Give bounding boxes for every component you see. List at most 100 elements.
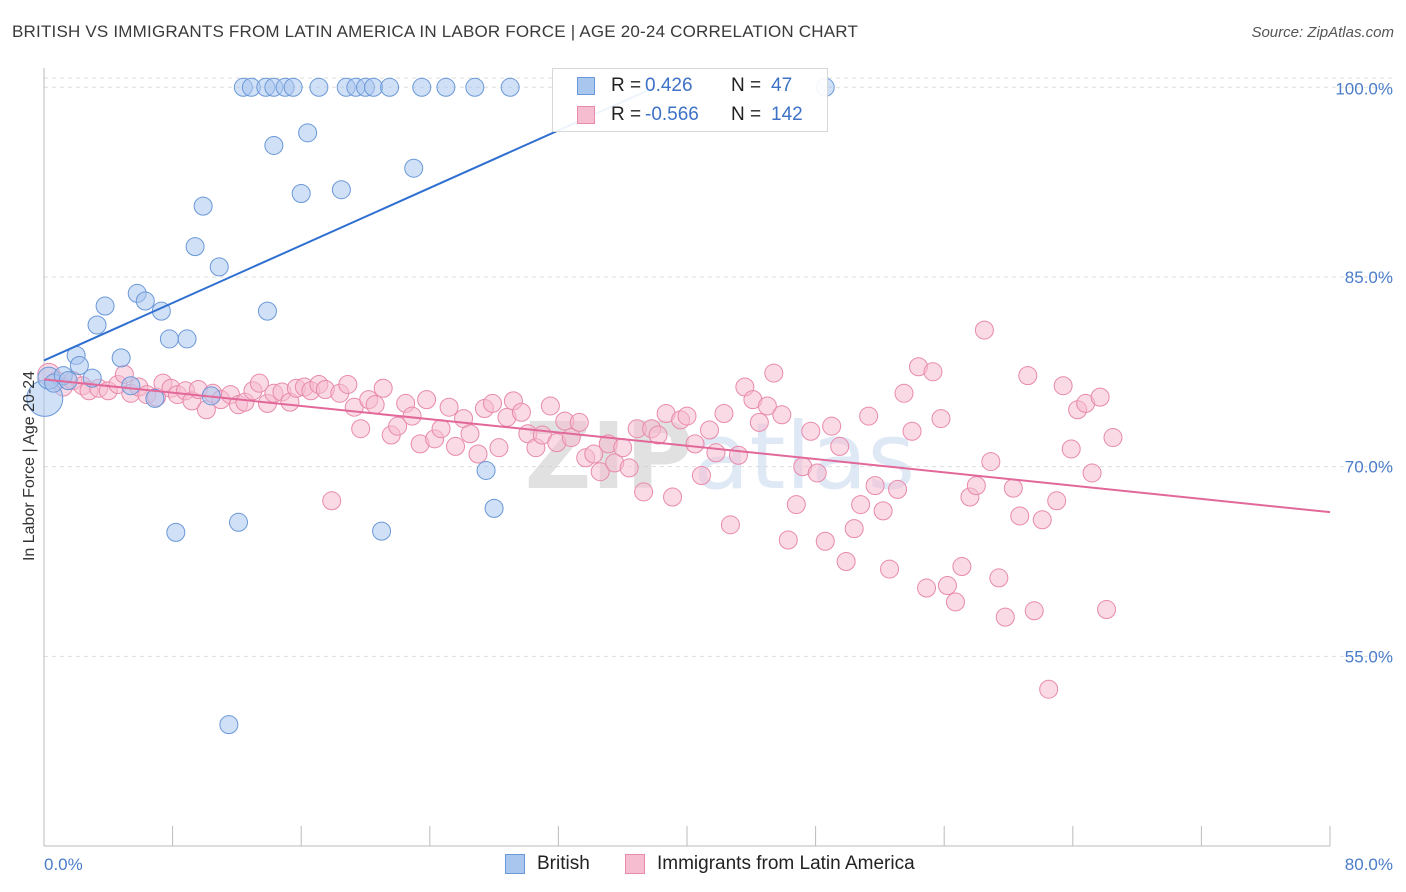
latin-point [685,434,705,454]
latin-point [1024,601,1044,621]
latin-point [873,501,893,521]
latin-swatch [577,106,595,124]
latin-point [468,444,488,464]
latin-point [989,568,1009,588]
latin-point [439,397,459,417]
latin-point [880,559,900,579]
latin-point [1097,600,1117,620]
latin-point [338,374,358,394]
n-value: 47 [771,75,793,96]
latin-point [917,578,937,598]
latin-point [634,482,654,502]
y-tick-label: 100.0% [1335,79,1393,98]
british-point [185,237,205,257]
british-point [159,329,179,349]
british-point [500,77,520,97]
latin-point [801,421,821,441]
series-legend: British Immigrants from Latin America [0,852,1406,878]
latin-point [431,419,451,439]
latin-point [830,436,850,456]
latin-point [700,420,720,440]
latin-point [844,519,864,539]
british-point [209,257,229,277]
british-points [26,77,835,735]
british-point [95,296,115,316]
latin-point [902,421,922,441]
british-point [69,355,89,375]
british-swatch [577,77,595,95]
n-value: 142 [771,104,803,125]
latin-point [511,402,531,422]
latin-point [482,393,502,413]
latin-point [489,438,509,458]
latin-point [373,378,393,398]
latin-point [569,412,589,432]
latin-points [37,320,1123,699]
latin-point [931,409,951,429]
british-point [229,512,249,532]
latin-point [822,416,842,436]
latin-point [859,406,879,426]
r-label: R = [611,75,642,96]
latin-point [894,383,914,403]
latin-point [417,390,437,410]
correlation-legend: R = 0.426 N = 47 R = -0.566 N = 142 [552,68,828,132]
british-point [372,521,392,541]
latin-point [807,463,827,483]
latin-point [691,465,711,485]
latin-point [1053,376,1073,396]
latin-point [981,452,1001,472]
latin-point [937,576,957,596]
british-point [404,158,424,178]
latin-point [923,362,943,382]
british-point [87,315,107,335]
legend-row-british: R = 0.426 N = 47 [553,71,827,101]
british-point [193,196,213,216]
british-point [298,123,318,143]
british-swatch [505,854,525,874]
british-point [331,180,351,200]
x-tick-label: 80.0% [1345,855,1393,874]
british-point [412,77,432,97]
latin-swatch [625,854,645,874]
british-point [465,77,485,97]
british-point [380,77,400,97]
latin-point [995,607,1015,627]
latin-point [1018,366,1038,386]
latin-point [663,487,683,507]
latin-point [720,515,740,535]
n-label: N = [731,104,762,125]
legend-label: Immigrants from Latin America [657,853,915,874]
latin-point [836,551,856,571]
latin-point [945,592,965,612]
british-point [283,77,303,97]
grid-lines [44,77,1395,657]
latin-point [584,444,604,464]
latin-point [778,530,798,550]
latin-point [714,404,734,424]
latin-point [1103,428,1123,448]
latin-point [1047,491,1067,511]
latin-point [460,424,480,444]
latin-point [888,479,908,499]
latin-point [728,445,748,465]
latin-point [1003,478,1023,498]
latin-trend-line [43,378,1331,514]
legend-row-latin: R = -0.566 N = 142 [553,100,827,130]
british-trend-line [43,86,656,362]
latin-point [764,363,784,383]
british-point [219,715,239,735]
latin-point [613,438,633,458]
british-point [111,348,131,368]
latin-point [772,405,792,425]
y-tick-label: 70.0% [1345,458,1393,477]
latin-point [757,396,777,416]
latin-point [1090,387,1110,407]
latin-point [1061,439,1081,459]
british-point [264,135,284,155]
british-point [135,291,155,311]
british-point [484,498,504,518]
y-tick-label: 55.0% [1345,647,1393,666]
british-point [436,77,456,97]
